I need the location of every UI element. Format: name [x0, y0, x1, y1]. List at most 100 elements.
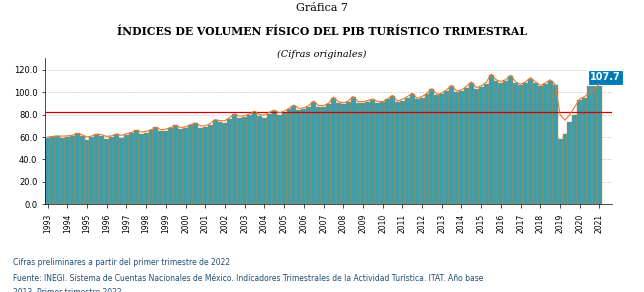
Bar — [435, 95, 439, 204]
Bar — [188, 125, 193, 204]
Bar — [478, 87, 484, 204]
Bar — [558, 139, 562, 204]
Bar — [208, 125, 213, 204]
Bar — [114, 134, 119, 204]
Bar — [553, 85, 558, 204]
Text: ÍNDICES DE VOLUMEN FÍSICO DEL PIB TURÍSTICO TRIMESTRAL: ÍNDICES DE VOLUMEN FÍSICO DEL PIB TURÍST… — [117, 26, 527, 37]
Bar — [134, 130, 138, 204]
Bar — [577, 100, 582, 204]
Bar — [350, 97, 355, 204]
Bar — [493, 81, 498, 204]
Text: Cifras preliminares a partir del primer trimestre de 2022: Cifras preliminares a partir del primer … — [13, 258, 230, 267]
Bar — [504, 81, 508, 204]
Bar — [173, 125, 178, 204]
Bar — [316, 107, 321, 204]
Bar — [168, 128, 173, 204]
Bar — [50, 137, 55, 204]
Bar — [430, 89, 435, 204]
Bar — [60, 138, 65, 204]
Bar — [562, 134, 567, 204]
Bar — [55, 136, 60, 204]
Bar — [287, 110, 292, 204]
Text: 2013. Primer trimestre 2022: 2013. Primer trimestre 2022 — [13, 288, 122, 292]
Bar — [484, 84, 489, 204]
Bar — [281, 113, 287, 204]
Bar — [410, 94, 415, 204]
Bar — [474, 89, 478, 204]
Bar — [218, 122, 222, 204]
Bar — [272, 110, 277, 204]
Bar — [346, 102, 350, 204]
Bar — [459, 91, 464, 204]
Bar — [370, 100, 375, 204]
Bar — [84, 140, 90, 204]
Bar — [237, 118, 242, 204]
Text: Fuente: INEGI. Sistema de Cuentas Nacionales de México. Indicadores Trimestrales: Fuente: INEGI. Sistema de Cuentas Nacion… — [13, 274, 483, 283]
Bar — [573, 114, 577, 204]
Bar — [138, 133, 144, 204]
Bar — [99, 136, 104, 204]
Bar — [183, 128, 188, 204]
Bar — [439, 94, 444, 204]
Bar — [70, 136, 75, 204]
Text: 107.7: 107.7 — [590, 72, 621, 82]
Bar — [336, 103, 341, 204]
Bar — [247, 115, 252, 204]
Bar — [277, 114, 281, 204]
Bar — [518, 85, 523, 204]
Bar — [548, 81, 553, 204]
Bar — [252, 112, 257, 204]
Bar — [454, 92, 459, 204]
Bar — [307, 107, 311, 204]
Bar — [104, 139, 109, 204]
Bar — [149, 130, 153, 204]
Bar — [242, 117, 247, 204]
Bar — [390, 96, 395, 204]
Bar — [449, 86, 454, 204]
Bar — [227, 119, 232, 204]
Bar — [567, 122, 573, 204]
Bar — [321, 107, 326, 204]
Bar — [95, 134, 99, 204]
Bar — [178, 129, 183, 204]
Bar — [597, 84, 602, 204]
Bar — [375, 103, 380, 204]
Bar — [464, 88, 469, 204]
Bar — [405, 98, 410, 204]
Bar — [311, 102, 316, 204]
Bar — [355, 103, 361, 204]
Bar — [326, 105, 331, 204]
Bar — [198, 128, 203, 204]
Bar — [523, 83, 528, 204]
Bar — [75, 133, 80, 204]
Bar — [587, 86, 592, 204]
Bar — [65, 137, 70, 204]
Bar — [365, 102, 370, 204]
Bar — [267, 114, 272, 204]
Bar — [444, 91, 449, 204]
Bar — [296, 110, 301, 204]
Bar — [158, 131, 164, 204]
Bar — [508, 77, 513, 204]
Bar — [119, 138, 124, 204]
Bar — [400, 100, 405, 204]
Bar — [395, 102, 400, 204]
Bar — [301, 110, 307, 204]
Bar — [380, 102, 385, 204]
Bar — [513, 83, 518, 204]
Bar — [257, 117, 262, 204]
Bar — [415, 99, 420, 204]
Bar — [292, 106, 296, 204]
Bar — [498, 83, 504, 204]
Bar — [582, 98, 587, 204]
Bar — [533, 83, 538, 204]
Bar — [424, 94, 430, 204]
Bar — [129, 133, 134, 204]
Bar — [109, 137, 114, 204]
Bar — [341, 105, 346, 204]
Bar — [144, 133, 149, 204]
Bar — [193, 123, 198, 204]
Bar — [469, 83, 474, 204]
Text: Gráfica 7: Gráfica 7 — [296, 3, 348, 13]
Bar — [164, 131, 168, 204]
